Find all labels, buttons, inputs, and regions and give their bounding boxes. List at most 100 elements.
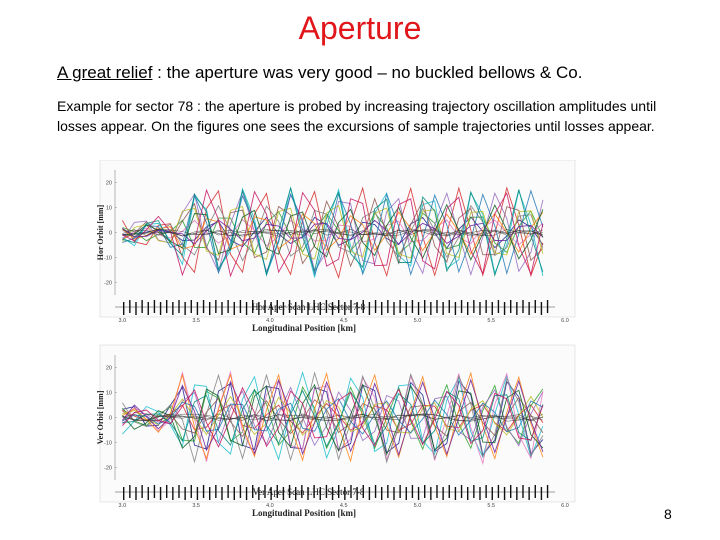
lattice-magnet <box>239 485 242 498</box>
lattice-magnet <box>221 302 223 315</box>
lattice-magnet <box>166 300 168 313</box>
lattice-magnet <box>491 487 493 500</box>
intro-underlined: A great relief <box>57 63 153 82</box>
lattice-magnet <box>368 302 371 315</box>
lattice-magnet <box>270 487 272 500</box>
lattice-magnet <box>313 300 315 313</box>
series-line <box>122 383 544 456</box>
lattice-magnet <box>282 302 285 315</box>
lattice-magnet <box>522 485 524 498</box>
lattice-magnet <box>399 300 401 313</box>
lattice-magnet <box>258 302 260 315</box>
lattice-magnet <box>522 300 524 313</box>
lattice-magnet <box>209 302 211 315</box>
lattice-magnet <box>411 485 414 498</box>
lattice-magnet <box>301 485 303 498</box>
example-text: Example for sector 78 : the aperture is … <box>57 98 657 134</box>
y-tick-label: -10 <box>104 441 112 447</box>
lattice-magnet <box>288 485 291 498</box>
x-tick-label: 4.5 <box>340 318 348 324</box>
lattice-magnet <box>295 487 297 500</box>
lattice-magnet <box>295 302 297 315</box>
series-line <box>122 216 544 249</box>
lattice-magnet <box>135 302 137 315</box>
slide-title: Aperture <box>298 10 422 46</box>
lattice-magnet <box>497 300 500 313</box>
lattice-magnet <box>350 300 352 313</box>
y-tick-label: 20 <box>106 366 112 372</box>
lattice-magnet <box>331 302 334 315</box>
lattice-magnet <box>307 302 309 315</box>
lattice-magnet <box>202 300 205 313</box>
lattice-magnet <box>374 300 377 313</box>
lattice-magnet <box>473 300 475 313</box>
lattice-magnet <box>147 302 149 315</box>
lattice-magnet <box>540 302 543 315</box>
x-tick-label: 3.0 <box>119 503 127 509</box>
lattice-magnet <box>215 300 217 313</box>
lattice-magnet <box>172 302 174 315</box>
lattice-magnet <box>546 300 549 313</box>
lattice-magnet <box>424 485 426 498</box>
lattice-magnet <box>479 302 481 315</box>
y-tick-label: 10 <box>106 206 112 212</box>
lattice-magnet <box>405 302 407 315</box>
lattice-magnet <box>534 300 536 313</box>
lattice-magnet <box>460 485 463 498</box>
lattice-magnet <box>411 300 414 313</box>
x-tick-label: 5.5 <box>487 503 495 509</box>
lattice-magnet <box>374 485 377 498</box>
lattice-magnet <box>282 487 285 500</box>
series-line <box>122 186 544 278</box>
lattice-magnet <box>356 487 358 500</box>
lattice-magnet <box>485 300 487 313</box>
lattice-magnet <box>209 487 211 500</box>
lattice-magnet <box>141 300 143 313</box>
lattice-magnet <box>393 487 395 500</box>
lattice-magnet <box>123 487 125 500</box>
series-line <box>122 228 544 237</box>
lattice-magnet <box>362 485 364 498</box>
lattice-magnet <box>245 487 248 500</box>
lattice-magnet <box>368 487 371 500</box>
lattice-magnet <box>510 300 512 313</box>
lattice-magnet <box>424 300 426 313</box>
lattice-magnet <box>227 300 229 313</box>
lattice-magnet <box>159 302 162 315</box>
series-line <box>122 396 544 438</box>
lattice-magnet <box>233 487 235 500</box>
lattice-magnet <box>135 487 137 500</box>
lattice-magnet <box>190 300 192 313</box>
lattice-magnet <box>227 485 229 498</box>
lattice-magnet <box>454 487 457 500</box>
lattice-magnet <box>430 487 432 500</box>
lattice-magnet <box>467 302 469 315</box>
x-axis-label: Longitudinal Position [km] <box>252 323 356 333</box>
lattice-magnet <box>528 302 530 315</box>
lattice-magnet <box>178 485 180 498</box>
series-line <box>122 228 544 237</box>
lattice-magnet <box>417 487 420 500</box>
x-tick-label: 3.0 <box>119 318 127 324</box>
lattice-magnet <box>331 487 334 500</box>
lattice-magnet <box>270 302 272 315</box>
x-tick-label: 4.0 <box>266 503 274 509</box>
y-axis-label: Hor Orbit [mm] <box>96 204 105 260</box>
intro-text: A great relief : the aperture was very g… <box>57 62 697 84</box>
lattice-magnet <box>503 487 506 500</box>
x-tick-label: 5.0 <box>414 503 422 509</box>
lattice-magnet <box>233 302 235 315</box>
chart-title: Hor Aper Scan LHC Sector 7-8 <box>252 302 366 312</box>
x-axis-label: Longitudinal Position [km] <box>252 508 356 518</box>
aperture-figures: 20 10 0 -10 -20 Hor Orbit [mm] Hor Aper Scan L… <box>96 160 576 518</box>
lattice-magnet <box>387 485 389 498</box>
y-tick-label: 0 <box>109 416 112 422</box>
lattice-magnet <box>313 485 315 498</box>
lattice-magnet <box>141 485 143 498</box>
lattice-magnet <box>129 300 131 313</box>
lattice-magnet <box>503 302 506 315</box>
series-line <box>122 188 544 278</box>
lattice-magnet <box>381 487 383 500</box>
series-line <box>122 204 544 261</box>
lattice-magnet <box>276 300 278 313</box>
